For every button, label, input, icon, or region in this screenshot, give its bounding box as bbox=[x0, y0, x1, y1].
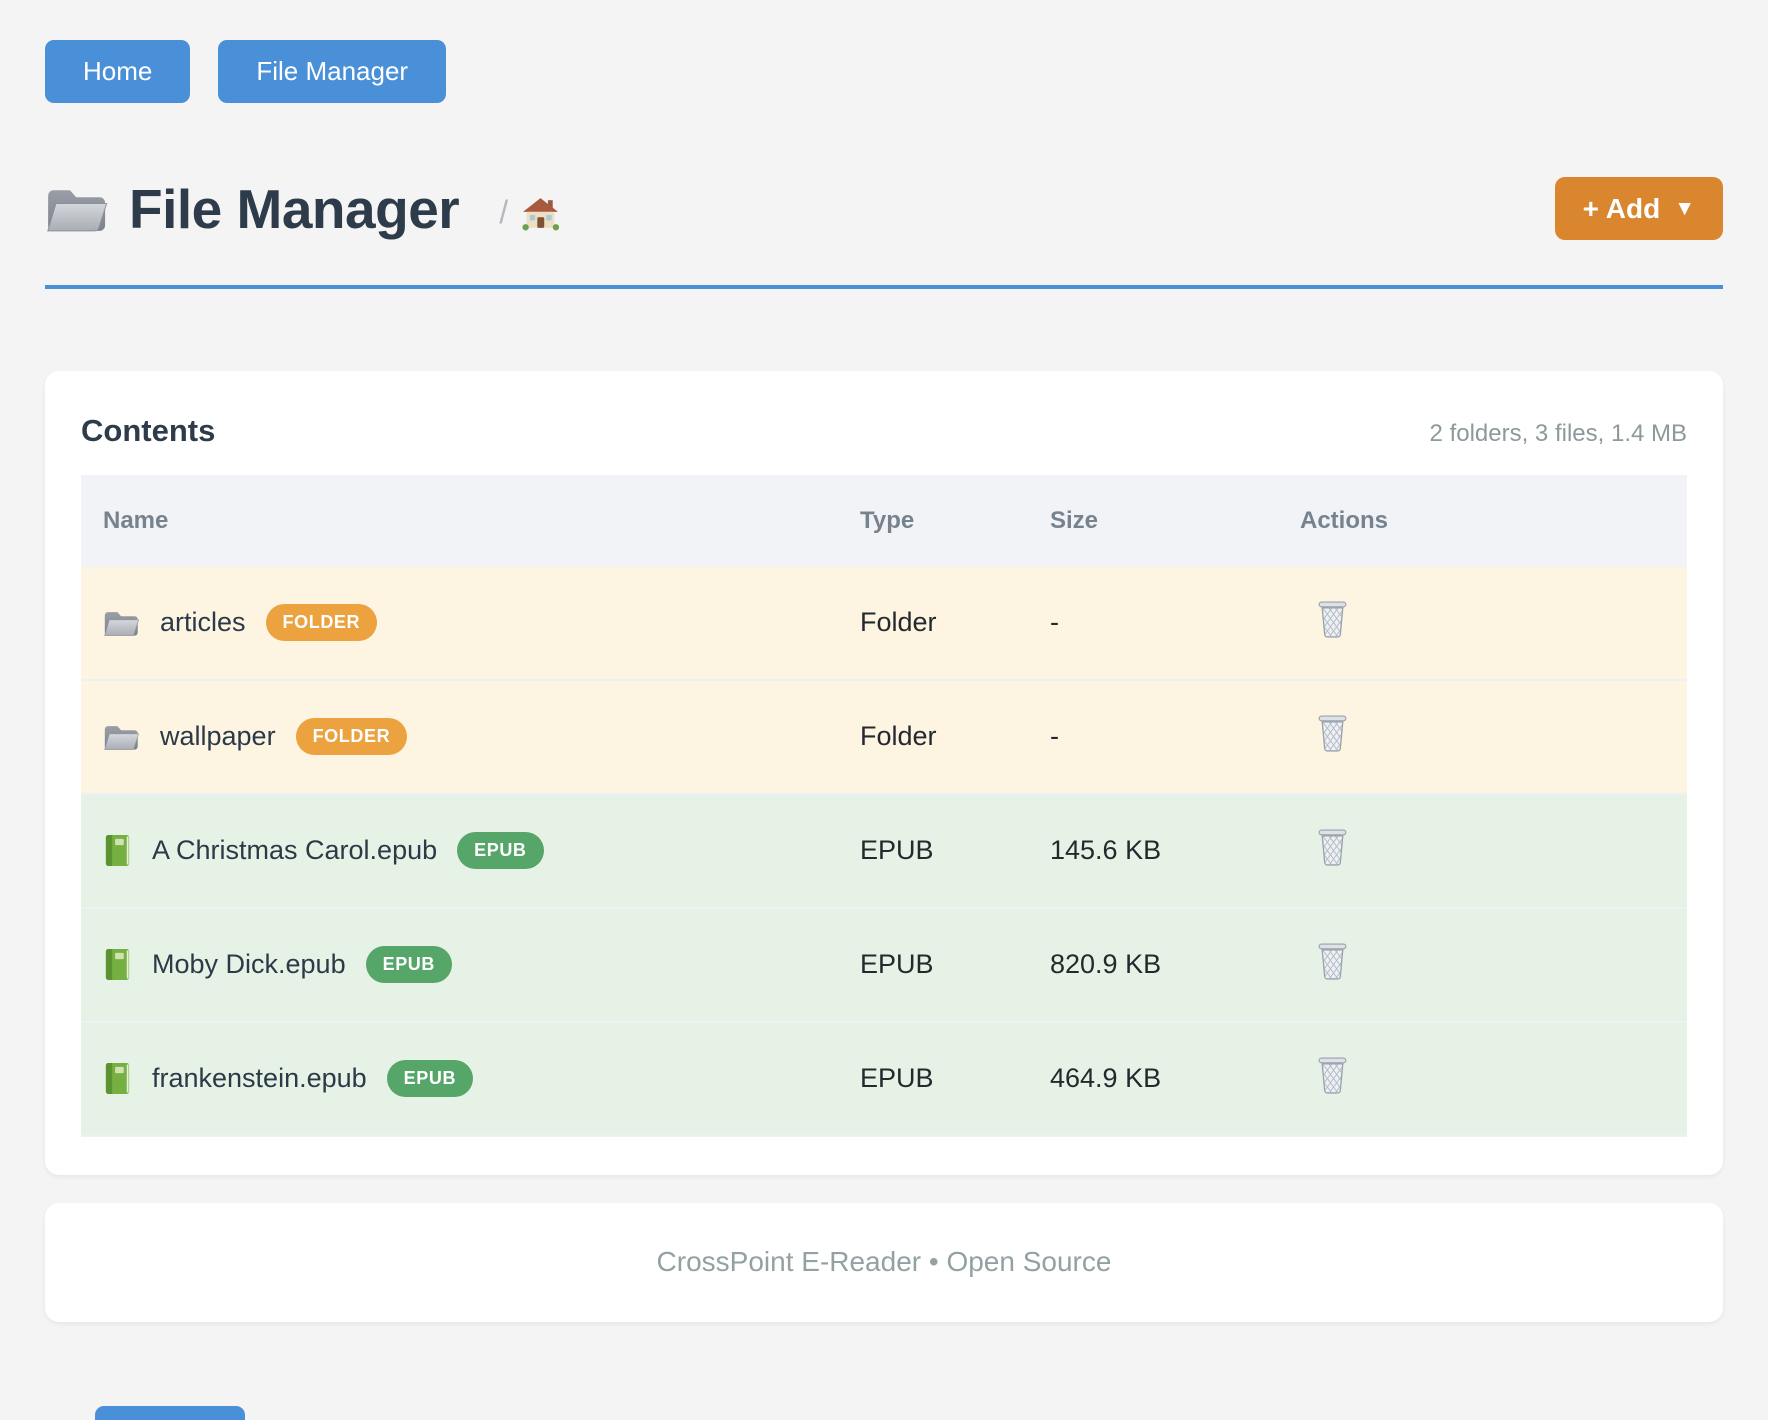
file-name[interactable]: A Christmas Carol.epub bbox=[152, 835, 438, 865]
footer: CrossPoint E-Reader • Open Source bbox=[45, 1202, 1723, 1322]
wastebasket-icon bbox=[1316, 829, 1349, 866]
home-button[interactable]: Home bbox=[45, 40, 191, 103]
file-table: Name Type Size Actions articles FOLDER F… bbox=[81, 474, 1687, 1137]
wastebasket-icon bbox=[1316, 601, 1349, 638]
size-cell-value: 145.6 KB bbox=[1028, 793, 1278, 909]
add-button[interactable]: + Add ▼ bbox=[1554, 177, 1723, 240]
footer-text: CrossPoint E-Reader • Open Source bbox=[656, 1246, 1112, 1277]
green-book-icon bbox=[103, 834, 132, 867]
wastebasket-icon bbox=[1316, 715, 1349, 752]
page: Home File Manager File Manager / + Add ▼… bbox=[0, 40, 1768, 1420]
table-row: articles FOLDER Folder - bbox=[81, 566, 1687, 681]
folder-icon bbox=[45, 184, 109, 234]
type-badge: FOLDER bbox=[295, 718, 408, 755]
type-badge: EPUB bbox=[457, 832, 544, 869]
file-name[interactable]: Moby Dick.epub bbox=[152, 949, 346, 979]
title-divider bbox=[45, 284, 1723, 289]
column-header-name: Name bbox=[81, 474, 838, 567]
table-row: Moby Dick.epub EPUB EPUB 820.9 KB bbox=[81, 907, 1687, 1023]
contents-heading: Contents bbox=[81, 412, 216, 448]
contents-card: Contents 2 folders, 3 files, 1.4 MB Name… bbox=[45, 370, 1723, 1175]
file-name[interactable]: wallpaper bbox=[160, 721, 276, 751]
type-badge: FOLDER bbox=[265, 604, 378, 641]
breadcrumb-separator: / bbox=[499, 194, 509, 230]
house-icon[interactable] bbox=[522, 197, 560, 231]
type-cell-value: EPUB bbox=[838, 907, 1028, 1023]
size-cell-value: - bbox=[1028, 566, 1278, 681]
delete-button[interactable] bbox=[1316, 829, 1349, 866]
table-header-row: Name Type Size Actions bbox=[81, 474, 1687, 567]
type-badge: EPUB bbox=[365, 946, 453, 983]
folder-icon bbox=[103, 723, 140, 751]
top-nav: Home File Manager bbox=[45, 40, 1768, 103]
size-cell-value: - bbox=[1028, 679, 1278, 795]
wastebasket-icon bbox=[1316, 943, 1349, 980]
file-name[interactable]: articles bbox=[160, 607, 246, 637]
delete-button[interactable] bbox=[1316, 715, 1349, 752]
size-cell-value: 820.9 KB bbox=[1028, 907, 1278, 1023]
type-cell-value: Folder bbox=[838, 679, 1028, 795]
chevron-down-icon: ▼ bbox=[1674, 196, 1695, 220]
column-header-type: Type bbox=[838, 474, 1028, 567]
contents-summary: 2 folders, 3 files, 1.4 MB bbox=[1429, 419, 1687, 447]
delete-button[interactable] bbox=[1316, 601, 1349, 638]
type-badge: EPUB bbox=[386, 1060, 474, 1097]
type-cell-value: EPUB bbox=[838, 793, 1028, 909]
file-name[interactable]: frankenstein.epub bbox=[152, 1063, 367, 1093]
table-row: A Christmas Carol.epub EPUB EPUB 145.6 K… bbox=[81, 793, 1687, 909]
page-title: File Manager bbox=[129, 177, 460, 240]
delete-button[interactable] bbox=[1316, 943, 1349, 980]
column-header-actions: Actions bbox=[1278, 474, 1687, 567]
size-cell-value: 464.9 KB bbox=[1028, 1021, 1278, 1137]
table-body: articles FOLDER Folder - wallpaper bbox=[81, 566, 1687, 1137]
green-book-icon bbox=[103, 1062, 132, 1095]
green-book-icon bbox=[103, 948, 132, 981]
page-header: File Manager / + Add ▼ bbox=[45, 167, 1723, 251]
table-row: wallpaper FOLDER Folder - bbox=[81, 679, 1687, 795]
type-cell-value: Folder bbox=[838, 566, 1028, 681]
wastebasket-icon bbox=[1316, 1057, 1349, 1094]
folder-icon bbox=[103, 609, 140, 637]
table-row: frankenstein.epub EPUB EPUB 464.9 KB bbox=[81, 1021, 1687, 1137]
file-manager-button[interactable]: File Manager bbox=[218, 40, 447, 103]
cutoff-blue-element[interactable] bbox=[95, 1406, 245, 1420]
delete-button[interactable] bbox=[1316, 1057, 1349, 1094]
add-button-label: + Add bbox=[1582, 192, 1661, 224]
column-header-size: Size bbox=[1028, 474, 1278, 567]
type-cell-value: EPUB bbox=[838, 1021, 1028, 1137]
